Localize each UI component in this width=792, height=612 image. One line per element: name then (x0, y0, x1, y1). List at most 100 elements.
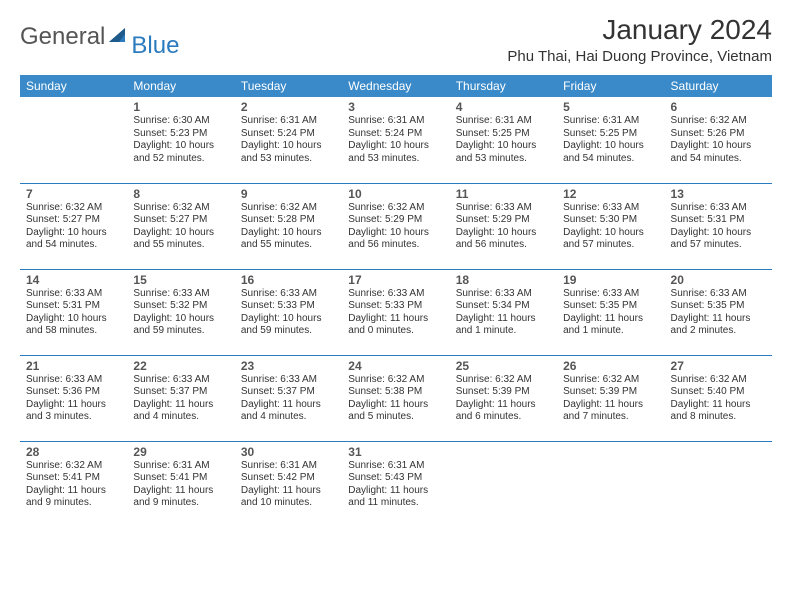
sunrise-line: Sunrise: 6:32 AM (26, 202, 121, 215)
calendar-empty-cell (557, 441, 664, 527)
calendar-empty-cell (450, 441, 557, 527)
sunrise-line: Sunrise: 6:33 AM (671, 288, 766, 301)
sunset-line: Sunset: 5:25 PM (563, 128, 658, 141)
calendar-day-cell: 7Sunrise: 6:32 AMSunset: 5:27 PMDaylight… (20, 183, 127, 269)
daylight-line: Daylight: 11 hours and 0 minutes. (348, 313, 443, 338)
day-number: 24 (348, 359, 443, 373)
daylight-line: Daylight: 11 hours and 1 minute. (563, 313, 658, 338)
day-details: Sunrise: 6:33 AMSunset: 5:35 PMDaylight:… (671, 288, 766, 338)
sunrise-line: Sunrise: 6:32 AM (348, 202, 443, 215)
logo: General Blue (20, 14, 179, 60)
calendar-day-cell: 2Sunrise: 6:31 AMSunset: 5:24 PMDaylight… (235, 97, 342, 183)
calendar-day-cell: 14Sunrise: 6:33 AMSunset: 5:31 PMDayligh… (20, 269, 127, 355)
day-number: 10 (348, 187, 443, 201)
day-details: Sunrise: 6:32 AMSunset: 5:27 PMDaylight:… (26, 202, 121, 252)
sunset-line: Sunset: 5:42 PM (241, 472, 336, 485)
calendar-day-cell: 22Sunrise: 6:33 AMSunset: 5:37 PMDayligh… (127, 355, 234, 441)
sunset-line: Sunset: 5:37 PM (241, 386, 336, 399)
sunrise-line: Sunrise: 6:32 AM (671, 115, 766, 128)
daylight-line: Daylight: 10 hours and 53 minutes. (456, 140, 551, 165)
weekday-header: Saturday (665, 75, 772, 97)
daylight-line: Daylight: 10 hours and 53 minutes. (241, 140, 336, 165)
sunset-line: Sunset: 5:29 PM (456, 214, 551, 227)
sunset-line: Sunset: 5:41 PM (133, 472, 228, 485)
header: General Blue January 2024 Phu Thai, Hai … (20, 14, 772, 65)
calendar-day-cell: 12Sunrise: 6:33 AMSunset: 5:30 PMDayligh… (557, 183, 664, 269)
day-number: 2 (241, 100, 336, 114)
day-number: 30 (241, 445, 336, 459)
day-details: Sunrise: 6:32 AMSunset: 5:39 PMDaylight:… (456, 374, 551, 424)
day-number: 25 (456, 359, 551, 373)
calendar-day-cell: 25Sunrise: 6:32 AMSunset: 5:39 PMDayligh… (450, 355, 557, 441)
daylight-line: Daylight: 11 hours and 2 minutes. (671, 313, 766, 338)
calendar-day-cell: 5Sunrise: 6:31 AMSunset: 5:25 PMDaylight… (557, 97, 664, 183)
day-number: 13 (671, 187, 766, 201)
calendar-day-cell: 15Sunrise: 6:33 AMSunset: 5:32 PMDayligh… (127, 269, 234, 355)
calendar-week-row: 14Sunrise: 6:33 AMSunset: 5:31 PMDayligh… (20, 269, 772, 355)
calendar-empty-cell (20, 97, 127, 183)
day-details: Sunrise: 6:32 AMSunset: 5:41 PMDaylight:… (26, 460, 121, 510)
calendar-day-cell: 1Sunrise: 6:30 AMSunset: 5:23 PMDaylight… (127, 97, 234, 183)
day-details: Sunrise: 6:32 AMSunset: 5:29 PMDaylight:… (348, 202, 443, 252)
sunrise-line: Sunrise: 6:33 AM (563, 288, 658, 301)
sunrise-line: Sunrise: 6:33 AM (241, 288, 336, 301)
day-number: 12 (563, 187, 658, 201)
daylight-line: Daylight: 10 hours and 58 minutes. (26, 313, 121, 338)
daylight-line: Daylight: 11 hours and 9 minutes. (133, 485, 228, 510)
logo-text-2: Blue (131, 32, 179, 59)
calendar-day-cell: 4Sunrise: 6:31 AMSunset: 5:25 PMDaylight… (450, 97, 557, 183)
day-number: 31 (348, 445, 443, 459)
sunset-line: Sunset: 5:29 PM (348, 214, 443, 227)
day-details: Sunrise: 6:31 AMSunset: 5:25 PMDaylight:… (456, 115, 551, 165)
day-details: Sunrise: 6:33 AMSunset: 5:35 PMDaylight:… (563, 288, 658, 338)
day-number: 20 (671, 273, 766, 287)
daylight-line: Daylight: 11 hours and 8 minutes. (671, 399, 766, 424)
location-text: Phu Thai, Hai Duong Province, Vietnam (507, 48, 772, 65)
daylight-line: Daylight: 11 hours and 9 minutes. (26, 485, 121, 510)
sunrise-line: Sunrise: 6:31 AM (241, 115, 336, 128)
weekday-header: Wednesday (342, 75, 449, 97)
header-right: January 2024 Phu Thai, Hai Duong Provinc… (507, 14, 772, 65)
sunset-line: Sunset: 5:37 PM (133, 386, 228, 399)
sunrise-line: Sunrise: 6:33 AM (348, 288, 443, 301)
sunrise-line: Sunrise: 6:33 AM (26, 288, 121, 301)
day-details: Sunrise: 6:31 AMSunset: 5:41 PMDaylight:… (133, 460, 228, 510)
calendar-week-row: 21Sunrise: 6:33 AMSunset: 5:36 PMDayligh… (20, 355, 772, 441)
sunset-line: Sunset: 5:38 PM (348, 386, 443, 399)
sunrise-line: Sunrise: 6:31 AM (456, 115, 551, 128)
sunset-line: Sunset: 5:39 PM (456, 386, 551, 399)
calendar-day-cell: 23Sunrise: 6:33 AMSunset: 5:37 PMDayligh… (235, 355, 342, 441)
day-details: Sunrise: 6:33 AMSunset: 5:30 PMDaylight:… (563, 202, 658, 252)
day-number: 3 (348, 100, 443, 114)
sunset-line: Sunset: 5:34 PM (456, 300, 551, 313)
calendar-day-cell: 3Sunrise: 6:31 AMSunset: 5:24 PMDaylight… (342, 97, 449, 183)
calendar-day-cell: 9Sunrise: 6:32 AMSunset: 5:28 PMDaylight… (235, 183, 342, 269)
day-number: 15 (133, 273, 228, 287)
day-number: 14 (26, 273, 121, 287)
daylight-line: Daylight: 10 hours and 57 minutes. (671, 227, 766, 252)
day-details: Sunrise: 6:33 AMSunset: 5:33 PMDaylight:… (241, 288, 336, 338)
sunset-line: Sunset: 5:25 PM (456, 128, 551, 141)
day-number: 22 (133, 359, 228, 373)
sunset-line: Sunset: 5:30 PM (563, 214, 658, 227)
daylight-line: Daylight: 10 hours and 57 minutes. (563, 227, 658, 252)
sunset-line: Sunset: 5:28 PM (241, 214, 336, 227)
sunrise-line: Sunrise: 6:33 AM (563, 202, 658, 215)
day-details: Sunrise: 6:33 AMSunset: 5:32 PMDaylight:… (133, 288, 228, 338)
day-number: 29 (133, 445, 228, 459)
day-details: Sunrise: 6:33 AMSunset: 5:31 PMDaylight:… (671, 202, 766, 252)
weekday-header: Monday (127, 75, 234, 97)
sunrise-line: Sunrise: 6:33 AM (26, 374, 121, 387)
daylight-line: Daylight: 10 hours and 55 minutes. (241, 227, 336, 252)
daylight-line: Daylight: 11 hours and 4 minutes. (133, 399, 228, 424)
day-details: Sunrise: 6:31 AMSunset: 5:42 PMDaylight:… (241, 460, 336, 510)
daylight-line: Daylight: 10 hours and 56 minutes. (348, 227, 443, 252)
day-number: 4 (456, 100, 551, 114)
sunrise-line: Sunrise: 6:30 AM (133, 115, 228, 128)
sunset-line: Sunset: 5:27 PM (133, 214, 228, 227)
daylight-line: Daylight: 10 hours and 54 minutes. (563, 140, 658, 165)
sunset-line: Sunset: 5:33 PM (348, 300, 443, 313)
sunset-line: Sunset: 5:35 PM (671, 300, 766, 313)
weekday-header: Friday (557, 75, 664, 97)
sunrise-line: Sunrise: 6:33 AM (133, 374, 228, 387)
